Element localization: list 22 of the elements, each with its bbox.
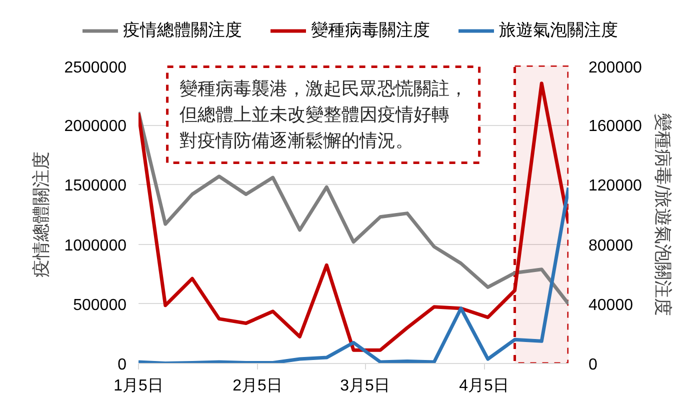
y2-tick-label: 0 xyxy=(588,356,598,374)
annotation: 變種病毒襲港，激起民眾恐慌關註，但總體上並未改變整體因疫情好轉對疫情防備逐漸鬆懈的情況。 xyxy=(179,78,468,151)
y-tick-label: 2000000 xyxy=(64,118,127,136)
legend-label: 變種病毒關注度 xyxy=(311,20,430,42)
y-tick-label: 1000000 xyxy=(64,237,127,254)
x-tick-label: 3月5日 xyxy=(340,378,390,394)
y2-axis-title: 變種病毒/旅遊氣泡關注度 xyxy=(652,113,673,316)
legend-label: 疫情總體關注度 xyxy=(123,20,242,42)
x-tick-label: 1月5日 xyxy=(114,378,164,394)
y-tick-label: 2500000 xyxy=(64,60,127,76)
y2-tick-label: 160000 xyxy=(588,118,642,136)
x-tick-label: 4月5日 xyxy=(459,378,509,394)
y2-tick-label: 40000 xyxy=(588,296,634,314)
y-tick-label: 1500000 xyxy=(64,178,127,195)
y2-tick-label: 80000 xyxy=(588,237,634,254)
x-tick-label: 2月5日 xyxy=(232,378,282,394)
y-tick-label: 500000 xyxy=(73,296,127,314)
legend-label: 旅遊氣泡關注度 xyxy=(499,20,618,42)
y2-tick-label: 120000 xyxy=(588,178,642,195)
y-axis-title: 疫情總體關注度 xyxy=(31,152,52,278)
y2-tick-label: 200000 xyxy=(588,60,642,76)
y-tick-label: 0 xyxy=(118,356,127,374)
